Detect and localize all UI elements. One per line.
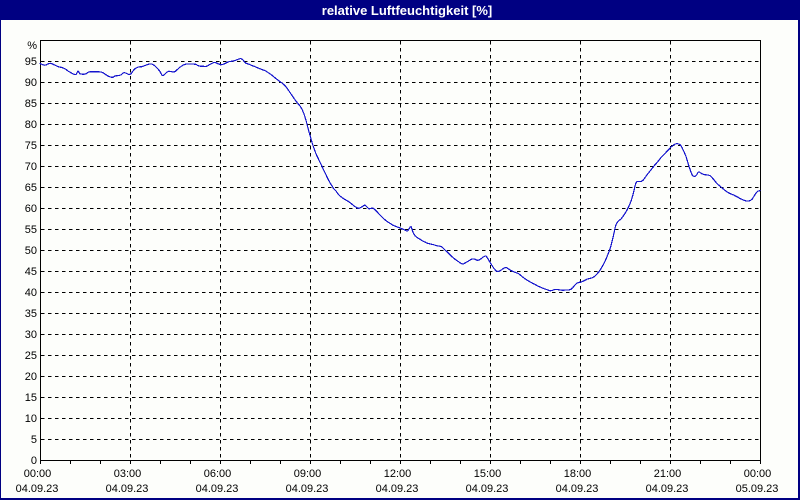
x-time-label: 18:00	[564, 468, 592, 480]
x-time-label: 00:00	[24, 468, 52, 480]
y-tick-label: 60	[25, 203, 37, 215]
y-tick-label: 25	[25, 350, 37, 362]
humidity-series-line	[39, 57, 761, 292]
x-time-label: 06:00	[204, 468, 232, 480]
y-tick-label: 35	[25, 308, 37, 320]
y-tick-label: 85	[25, 98, 37, 110]
x-date-label: 04.09.23	[106, 483, 149, 495]
y-tick-label: 15	[25, 392, 37, 404]
y-tick-label: 20	[25, 371, 37, 383]
y-tick-label: 90	[25, 77, 37, 89]
x-date-label: 04.09.23	[376, 483, 419, 495]
x-date-label: 04.09.23	[646, 483, 689, 495]
y-tick-label: 30	[25, 329, 37, 341]
y-tick-label: 0	[31, 455, 37, 467]
y-tick-label: 55	[25, 224, 37, 236]
y-tick-label: 65	[25, 182, 37, 194]
x-time-label: 09:00	[294, 468, 322, 480]
y-tick-label: 50	[25, 245, 37, 257]
x-date-label: 04.09.23	[196, 483, 239, 495]
y-tick-label: 5	[31, 434, 37, 446]
x-time-label: 15:00	[474, 468, 502, 480]
y-tick-label: 45	[25, 266, 37, 278]
x-time-label: 03:00	[114, 468, 142, 480]
title-bar: relative Luftfeuchtigkeit [%]	[0, 0, 800, 20]
border-bottom	[0, 498, 800, 500]
x-date-label: 04.09.23	[466, 483, 509, 495]
y-tick-label: 10	[25, 413, 37, 425]
y-tick-label: 40	[25, 287, 37, 299]
x-time-label: 21:00	[654, 468, 682, 480]
border-right	[798, 0, 800, 500]
x-date-label: 04.09.23	[286, 483, 329, 495]
x-date-label: 04.09.23	[16, 483, 59, 495]
x-time-label: 00:00	[744, 468, 772, 480]
x-date-label: 05.09.23	[736, 483, 779, 495]
chart-title: relative Luftfeuchtigkeit [%]	[321, 2, 493, 18]
x-time-label: 12:00	[384, 468, 412, 480]
border-left	[0, 0, 1, 500]
x-date-label: 04.09.23	[556, 483, 599, 495]
y-tick-label: 70	[25, 161, 37, 173]
y-unit-label: %	[27, 40, 37, 52]
y-tick-label: 95	[25, 56, 37, 68]
y-tick-label: 75	[25, 140, 37, 152]
y-tick-label: 80	[25, 119, 37, 131]
